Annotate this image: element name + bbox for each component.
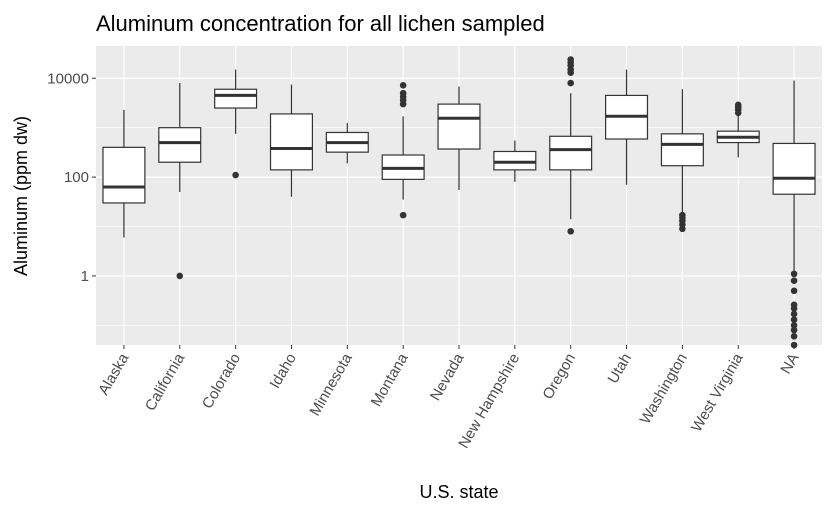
- outlier-point: [790, 322, 798, 329]
- x-tick-label: Alaska: [95, 350, 133, 398]
- outlier-point: [567, 228, 574, 235]
- x-tick-label: Washington: [637, 351, 691, 428]
- iqr-box: [493, 150, 537, 171]
- x-axis-title: U.S. state: [419, 482, 498, 502]
- x-tick-label: Idaho: [266, 351, 299, 392]
- y-axis-title: Aluminum (ppm dw): [11, 116, 31, 276]
- box-california: [158, 83, 202, 280]
- box-nevada: [437, 86, 481, 190]
- x-tick-label: New Hampshire: [455, 351, 523, 452]
- x-tick-label: West Virginia: [688, 350, 747, 435]
- box-colorado: [214, 69, 258, 179]
- outlier-point: [790, 332, 798, 340]
- box-west-virginia: [716, 101, 760, 158]
- box-minnesota: [325, 122, 369, 164]
- x-tick-label: Oregon: [539, 351, 579, 403]
- y-tick-label: 100: [64, 169, 89, 186]
- outlier-point: [232, 171, 239, 179]
- box-utah: [604, 69, 649, 185]
- x-tick-label: NA: [777, 351, 802, 378]
- outlier-point: [679, 211, 686, 219]
- y-axis: 1 100 10000: [47, 70, 96, 285]
- outlier-point: [734, 101, 742, 109]
- iqr-box: [269, 113, 314, 171]
- outlier-point: [399, 82, 407, 89]
- box-alaska: [102, 109, 146, 238]
- box-washington: [660, 89, 704, 233]
- x-tick-label: Nevada: [427, 350, 468, 404]
- outlier-point: [399, 89, 407, 97]
- y-tick-label: 10000: [47, 70, 89, 87]
- box-series: [102, 56, 816, 349]
- x-tick-label: California: [142, 350, 189, 414]
- iqr-box: [214, 88, 258, 109]
- box-idaho: [269, 84, 314, 197]
- x-axis: Alaska California Colorado Idaho Minnesota Mo…: [95, 345, 803, 452]
- outlier-point: [790, 270, 798, 278]
- box-new-hampshire: [493, 140, 537, 182]
- x-tick-label: Montana: [368, 350, 412, 410]
- x-tick-label: Minnesota: [306, 350, 356, 419]
- iqr-box: [158, 127, 202, 163]
- iqr-box: [102, 146, 146, 204]
- outlier-point: [790, 316, 798, 324]
- iqr-box: [437, 103, 481, 150]
- outlier-point: [567, 79, 574, 87]
- outlier-point: [176, 272, 184, 280]
- outlier-point: [790, 301, 798, 309]
- outlier-point: [790, 326, 798, 334]
- outlier-point: [567, 56, 574, 63]
- box-oregon: [549, 56, 593, 235]
- outlier-point: [399, 211, 407, 219]
- outlier-point: [790, 287, 798, 295]
- box-na: [772, 80, 816, 349]
- y-tick-label: 1: [81, 268, 89, 285]
- x-tick-label: Colorado: [199, 351, 244, 412]
- iqr-box: [549, 135, 593, 171]
- outlier-point: [790, 277, 798, 285]
- iqr-box: [660, 133, 704, 167]
- iqr-box: [772, 142, 816, 195]
- box-montana: [381, 82, 425, 219]
- outlier-point: [790, 310, 798, 318]
- x-tick-label: Utah: [604, 351, 635, 387]
- chart-title: Aluminum concentration for all lichen sa…: [96, 11, 545, 36]
